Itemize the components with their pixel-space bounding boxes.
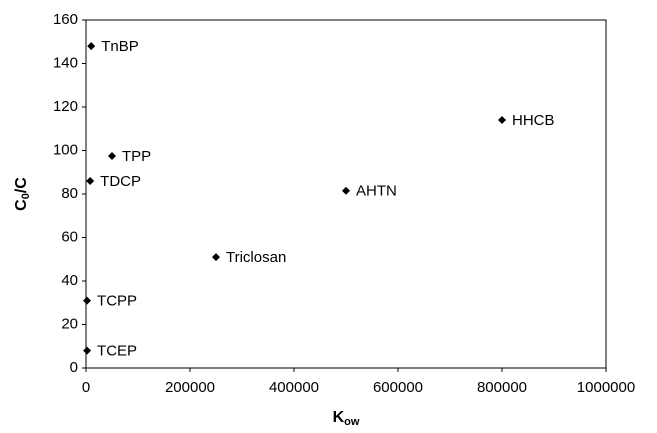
point bbox=[342, 186, 350, 195]
point-label: TCPP bbox=[97, 293, 137, 310]
point-label: TCEP bbox=[97, 343, 137, 360]
y-tick-label: 120 bbox=[53, 98, 78, 115]
point-label: AHTN bbox=[356, 183, 397, 200]
y-tick-label: 40 bbox=[61, 272, 78, 289]
y-tick-label: 160 bbox=[53, 11, 78, 28]
point bbox=[83, 346, 92, 355]
y-axis-title: C0/C bbox=[13, 177, 32, 211]
point bbox=[108, 151, 116, 160]
point-label: HHCB bbox=[512, 112, 555, 129]
point bbox=[83, 296, 92, 305]
y-tick-label: 100 bbox=[53, 141, 78, 158]
point-label: Triclosan bbox=[226, 249, 286, 266]
x-tick-label: 0 bbox=[82, 379, 90, 396]
x-axis-title: Kow bbox=[333, 409, 360, 428]
point-label: TnBP bbox=[101, 38, 139, 55]
y-tick-label: 80 bbox=[61, 185, 78, 202]
point-label: TDCP bbox=[100, 173, 141, 190]
y-tick-label: 60 bbox=[61, 228, 78, 245]
y-axis-title-rest: /C bbox=[13, 177, 30, 193]
y-tick-label: 20 bbox=[61, 315, 78, 332]
y-axis-title-main: C bbox=[13, 199, 30, 211]
x-axis-title-sub: ow bbox=[344, 416, 360, 428]
x-tick-label: 200000 bbox=[165, 379, 215, 396]
point-label: TPP bbox=[122, 148, 151, 165]
point bbox=[498, 116, 506, 125]
y-axis-title-sub: 0 bbox=[20, 193, 32, 199]
y-tick-label: 140 bbox=[53, 54, 78, 71]
x-tick-label: 1000000 bbox=[577, 379, 635, 396]
x-tick-label: 600000 bbox=[373, 379, 423, 396]
x-tick-label: 800000 bbox=[477, 379, 527, 396]
x-tick-label: 400000 bbox=[269, 379, 319, 396]
point bbox=[86, 176, 95, 185]
x-axis-title-main: K bbox=[333, 409, 345, 426]
point bbox=[212, 253, 220, 262]
y-tick-label: 0 bbox=[70, 359, 78, 376]
point bbox=[87, 42, 96, 51]
